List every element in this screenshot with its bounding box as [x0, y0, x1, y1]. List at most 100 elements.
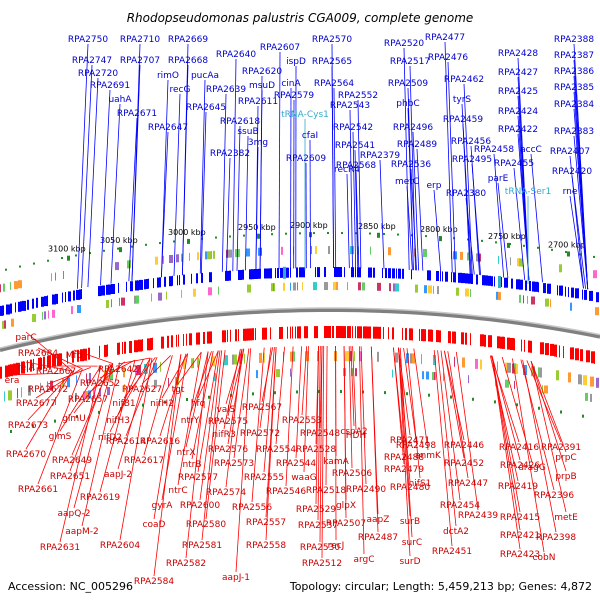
- forward-gene-label: rne: [563, 187, 578, 197]
- reverse-leader-line: [403, 347, 417, 441]
- reverse-cds-feature: [245, 328, 248, 341]
- reverse-cds-feature: [507, 337, 510, 350]
- forward-cog-feature: [428, 285, 432, 294]
- forward-leader-line: [182, 64, 189, 276]
- forward-gene-label: RPA2517: [390, 57, 430, 67]
- forward-gene-labels: RPA2750 RPA2710 RPA2669 RPA2747 RPA2707 RPA26…: [68, 33, 594, 199]
- reverse-gene-label: RPA2684: [18, 349, 58, 359]
- forward-leader-line: [517, 133, 530, 281]
- forward-category-feature: [476, 253, 479, 262]
- reverse-cds-feature: [550, 343, 554, 356]
- reverse-cds-feature: [59, 353, 62, 366]
- reverse-leader-line: [359, 346, 365, 555]
- reverse-gene-labels: parC RPA2684 relA Mfd era RPA2667 RPA2642 RPA26…: [5, 333, 581, 587]
- reverse-gene-label: RPA2581: [182, 541, 222, 551]
- forward-cds-feature: [177, 275, 178, 286]
- reverse-gene-label: RPA2530: [300, 543, 340, 553]
- forward-cog-feature: [297, 282, 298, 291]
- inner-ruler-dot: [538, 406, 540, 410]
- reverse-cds-feature: [428, 329, 432, 342]
- forward-leader-line: [346, 173, 350, 269]
- reverse-gene-label: RPA2604: [100, 541, 140, 551]
- ruler-dot: [173, 240, 175, 243]
- forward-leader-line: [447, 61, 456, 273]
- reverse-cds-feature: [43, 356, 45, 369]
- forward-gene-label: RPA2611: [238, 97, 278, 107]
- reverse-leader-line: [440, 350, 461, 501]
- tick-label: 2800 kbp: [420, 225, 458, 234]
- reverse-gene-label: ntrX: [176, 448, 195, 458]
- forward-cds-feature: [344, 267, 345, 278]
- reverse-cds-feature: [52, 354, 56, 367]
- forward-gene-label: RPA2383: [554, 127, 594, 137]
- reverse-cog-feature: [434, 372, 435, 381]
- forward-cog-feature: [106, 300, 109, 308]
- reverse-gene-label: RPA2419: [498, 482, 538, 492]
- forward-gene-label: RPA2647: [148, 123, 188, 133]
- reverse-gene-label: RPA2600: [180, 501, 220, 511]
- reverse-gene-label: aapJ-2: [104, 470, 132, 480]
- forward-gene-label: RPA2607: [260, 43, 300, 53]
- reverse-gene-label: RPA2577: [178, 473, 218, 483]
- reverse-leader-line: [303, 346, 309, 473]
- forward-gene-label: RPA2477: [425, 33, 465, 43]
- reverse-cds-feature: [198, 332, 200, 345]
- forward-cds-feature: [196, 273, 198, 284]
- reverse-gene-label: RPA2582: [166, 559, 206, 569]
- reverse-gene-label: gyrA: [152, 501, 174, 511]
- forward-cds-feature: [392, 268, 395, 279]
- reverse-leader-line: [325, 345, 328, 486]
- reverse-cds-feature: [365, 326, 368, 339]
- tick-label: 2900 kbp: [290, 221, 328, 230]
- reverse-gene-label: kamA: [323, 457, 349, 467]
- forward-category-feature: [246, 248, 250, 257]
- forward-cds-feature: [565, 286, 566, 297]
- reverse-leader-line: [109, 358, 144, 433]
- reverse-leader-line: [233, 348, 250, 459]
- forward-category-feature: [169, 255, 173, 263]
- ruler-dot: [397, 233, 399, 236]
- forward-cog-feature: [531, 296, 535, 305]
- forward-leader-line: [412, 131, 420, 271]
- reverse-category-feature: [259, 352, 261, 363]
- reverse-gene-label: RPA2490: [346, 485, 386, 495]
- reverse-gene-label: RPA2452: [444, 459, 484, 469]
- reverse-cds-feature: [461, 332, 464, 345]
- ruler-dot: [271, 233, 273, 236]
- reverse-gene-label: ntrY: [181, 416, 200, 426]
- forward-cds-feature: [429, 270, 431, 281]
- forward-category-feature: [18, 280, 22, 289]
- forward-cds-feature: [73, 290, 75, 301]
- inner-ruler-dot: [54, 419, 56, 423]
- forward-gene-label: RPA2668: [168, 56, 208, 66]
- forward-gene-label: recG: [170, 85, 191, 95]
- reverse-leader-line: [177, 351, 202, 385]
- reverse-category-feature: [109, 369, 113, 380]
- forward-cds-feature: [486, 275, 488, 286]
- forward-cog-feature: [119, 297, 120, 306]
- reverse-leader-line: [223, 348, 241, 430]
- reverse-cds-feature: [247, 328, 250, 341]
- reverse-cds-feature: [327, 326, 331, 338]
- forward-cds-feature: [159, 277, 161, 288]
- ruler-dot: [537, 246, 539, 249]
- reverse-leader-line: [251, 347, 265, 503]
- forward-cog-feature: [273, 283, 274, 292]
- tick-label: 2700 kbp: [548, 241, 586, 250]
- reverse-cds-feature: [304, 326, 307, 339]
- forward-leader-line: [352, 131, 357, 269]
- tick-mark: [567, 251, 570, 257]
- reverse-leader-line: [11, 372, 61, 376]
- reverse-category-feature: [538, 367, 540, 378]
- forward-leader-line: [349, 109, 353, 269]
- forward-category-feature: [593, 270, 597, 279]
- reverse-gene-label: dragG: [518, 463, 546, 473]
- forward-cds-feature: [411, 269, 412, 280]
- tick-mark: [257, 233, 260, 239]
- reverse-leader-line: [227, 348, 245, 445]
- reverse-category-feature: [354, 351, 355, 362]
- reverse-cog-feature: [426, 371, 429, 380]
- forward-cds-feature: [561, 285, 562, 296]
- forward-cog-feature: [437, 286, 439, 295]
- forward-category-feature: [162, 255, 164, 264]
